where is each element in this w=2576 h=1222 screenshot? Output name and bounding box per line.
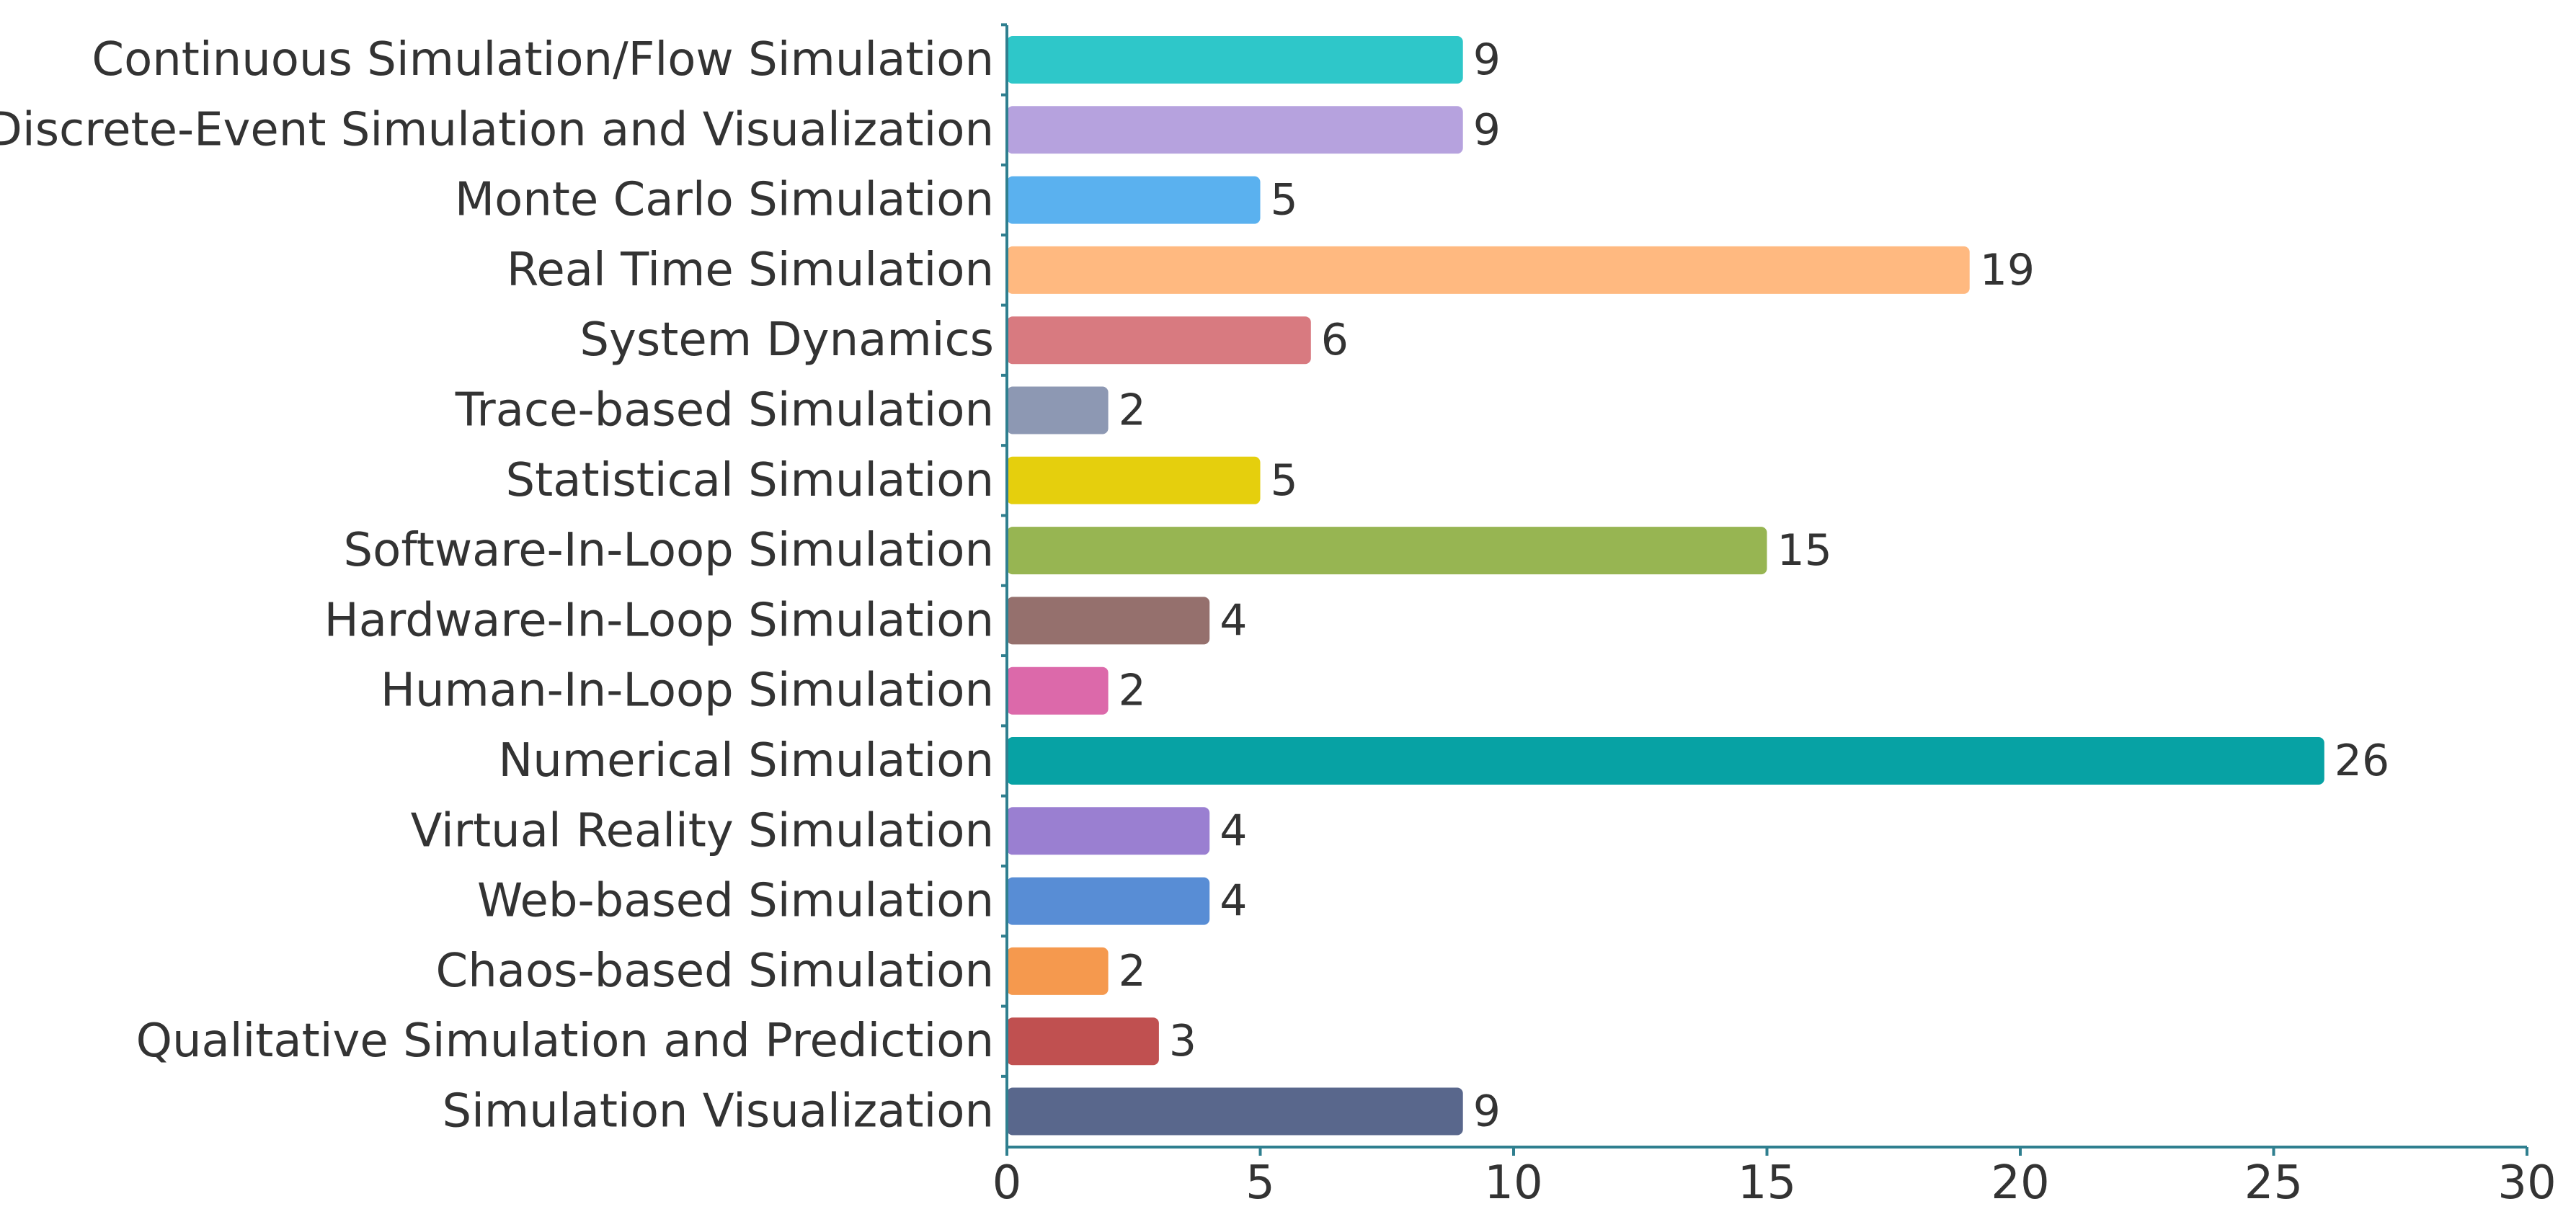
x-tick-label: 30 [2497, 1156, 2556, 1210]
bar-14 [1007, 1017, 1159, 1066]
category-label: System Dynamics [579, 313, 994, 367]
value-label: 2 [1119, 946, 1146, 996]
value-label: 5 [1271, 455, 1298, 506]
x-tick-label: 20 [1991, 1156, 2049, 1210]
category-label: Continuous Simulation/Flow Simulation [92, 33, 994, 86]
category-label: Chaos-based Simulation [436, 945, 995, 998]
category-label: Qualitative Simulation and Prediction [136, 1014, 994, 1068]
value-label: 9 [1473, 1087, 1501, 1137]
value-label: 2 [1119, 385, 1146, 436]
bar-8 [1007, 597, 1210, 645]
category-label: Simulation Visualization [443, 1085, 995, 1138]
bar-5 [1007, 386, 1109, 434]
category-label: Real Time Simulation [507, 244, 994, 297]
category-label: Monte Carlo Simulation [455, 174, 994, 227]
value-label: 4 [1220, 806, 1247, 856]
value-label: 5 [1271, 175, 1298, 226]
category-label: Human-In-Loop Simulation [381, 664, 994, 718]
bar-7 [1007, 527, 1767, 575]
bar-10 [1007, 737, 2324, 785]
bar-12 [1007, 877, 1210, 925]
axes: 0 5 10 15 20 25 30 [992, 23, 2557, 1210]
value-label: 19 [1980, 245, 2035, 295]
category-label: Virtual Reality Simulation [411, 804, 994, 857]
x-tick-label: 25 [2244, 1156, 2303, 1210]
value-label: 26 [2335, 736, 2389, 786]
bar-6 [1007, 456, 1261, 504]
x-tick-label: 0 [992, 1156, 1022, 1210]
category-label: Statistical Simulation [506, 454, 994, 507]
value-label: 15 [1777, 525, 1832, 576]
value-label: 6 [1321, 315, 1349, 365]
value-label: 4 [1220, 876, 1247, 927]
x-tick-label: 15 [1738, 1156, 1796, 1210]
bar-9 [1007, 666, 1109, 715]
bar-11 [1007, 807, 1210, 855]
bar-2 [1007, 176, 1261, 224]
x-tick-label: 10 [1484, 1156, 1542, 1210]
bar-15 [1007, 1087, 1463, 1136]
category-label: Hardware-In-Loop Simulation [324, 594, 994, 647]
category-label: Numerical Simulation [498, 734, 994, 788]
category-labels: Continuous Simulation/Flow Simulation Dis… [0, 33, 994, 1138]
x-tick-label: 5 [1245, 1156, 1275, 1210]
category-label: Software-In-Loop Simulation [344, 524, 994, 577]
value-label: 9 [1473, 35, 1501, 85]
category-label: Trace-based Simulation [455, 384, 994, 437]
value-label: 4 [1220, 595, 1247, 646]
bar-13 [1007, 947, 1109, 995]
value-label: 3 [1169, 1016, 1196, 1066]
value-label: 2 [1119, 666, 1146, 716]
bar-3 [1007, 246, 1970, 294]
bar-4 [1007, 316, 1311, 365]
value-label: 9 [1473, 104, 1501, 155]
bar-0 [1007, 36, 1463, 84]
category-label: Discrete-Event Simulation and Visualizat… [0, 103, 994, 156]
bar-1 [1007, 106, 1463, 154]
bars-layer [1007, 36, 2324, 1136]
category-label: Web-based Simulation [477, 875, 994, 928]
